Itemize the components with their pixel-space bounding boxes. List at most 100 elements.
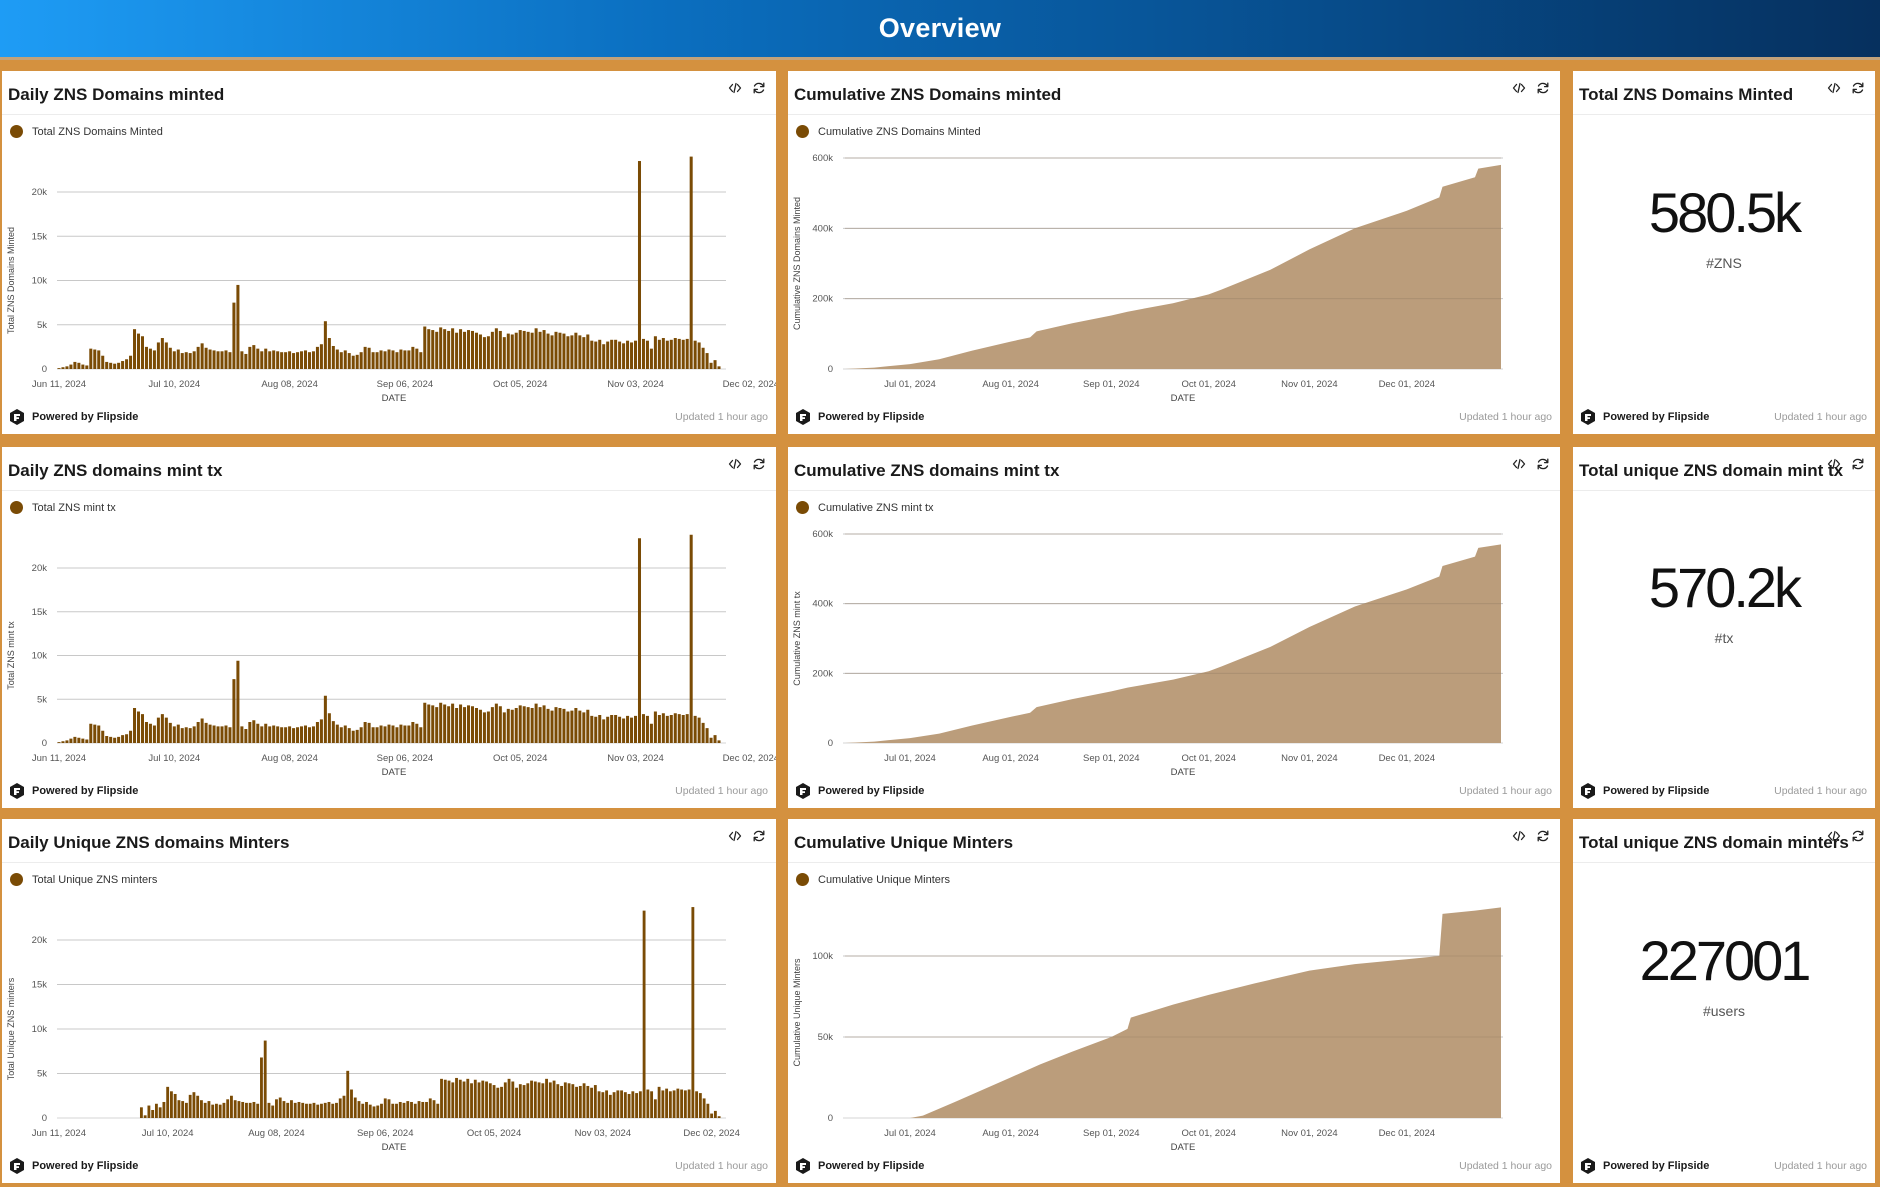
chart-legend[interactable]: Cumulative ZNS Domains Minted <box>796 125 981 138</box>
bar[interactable] <box>303 350 308 369</box>
bar[interactable] <box>645 715 649 743</box>
bar[interactable] <box>252 345 256 369</box>
bar[interactable] <box>597 1091 601 1118</box>
bar[interactable] <box>478 334 482 369</box>
bar[interactable] <box>665 1088 669 1118</box>
bar[interactable] <box>81 738 85 743</box>
bar[interactable] <box>593 1085 597 1118</box>
bar[interactable] <box>407 725 411 744</box>
bar[interactable] <box>486 711 490 744</box>
bar[interactable] <box>466 1078 470 1118</box>
bar[interactable] <box>308 1103 312 1118</box>
bar[interactable] <box>144 346 148 369</box>
bar[interactable] <box>695 1091 699 1118</box>
bar[interactable] <box>562 708 566 743</box>
bar[interactable] <box>200 718 204 744</box>
bar[interactable] <box>292 728 296 743</box>
bar[interactable] <box>510 334 514 369</box>
bar[interactable] <box>296 352 300 369</box>
bar[interactable] <box>168 347 172 369</box>
bar[interactable] <box>230 1095 233 1118</box>
bar[interactable] <box>605 1090 609 1118</box>
bar[interactable] <box>248 722 252 743</box>
bar[interactable] <box>693 340 697 369</box>
bar[interactable] <box>415 348 419 369</box>
bar[interactable] <box>222 1102 226 1118</box>
bar[interactable] <box>582 712 586 743</box>
bar[interactable] <box>359 352 363 369</box>
bar[interactable] <box>474 332 478 369</box>
bar[interactable] <box>156 342 160 369</box>
bar[interactable] <box>125 734 129 743</box>
bar[interactable] <box>220 726 224 743</box>
bar[interactable] <box>268 726 272 743</box>
bar[interactable] <box>665 340 669 369</box>
bar[interactable] <box>423 326 427 369</box>
powered-by-link[interactable]: Powered by Flipside <box>1579 782 1709 800</box>
refresh-icon[interactable] <box>752 457 766 471</box>
bar[interactable] <box>264 348 268 369</box>
bar[interactable] <box>395 727 399 743</box>
bar[interactable] <box>586 709 590 743</box>
bar[interactable] <box>693 715 697 743</box>
bar[interactable] <box>435 331 439 369</box>
bar[interactable] <box>305 1103 308 1118</box>
bar[interactable] <box>558 332 562 369</box>
bar[interactable] <box>260 726 264 743</box>
bar[interactable] <box>375 352 379 369</box>
bar[interactable] <box>530 708 534 743</box>
bar[interactable] <box>545 1078 548 1118</box>
bar[interactable] <box>347 353 351 369</box>
bar[interactable] <box>300 726 304 743</box>
bar[interactable] <box>490 331 494 369</box>
bar[interactable] <box>681 715 685 743</box>
bar[interactable] <box>252 720 256 743</box>
bar[interactable] <box>301 1102 305 1118</box>
bar[interactable] <box>196 346 200 369</box>
bar[interactable] <box>136 711 141 744</box>
bar[interactable] <box>276 351 280 369</box>
bar[interactable] <box>669 339 673 369</box>
bar[interactable] <box>125 359 129 369</box>
bar[interactable] <box>357 1101 361 1118</box>
bar[interactable] <box>614 715 618 743</box>
bar[interactable] <box>65 366 69 369</box>
bar[interactable] <box>459 329 463 369</box>
bar[interactable] <box>372 1106 376 1118</box>
bar[interactable] <box>129 355 133 369</box>
bar[interactable] <box>133 708 137 743</box>
bar[interactable] <box>563 1082 567 1118</box>
code-icon[interactable] <box>1827 829 1841 843</box>
bar[interactable] <box>653 1099 657 1118</box>
bar[interactable] <box>482 337 486 369</box>
bar[interactable] <box>93 349 97 369</box>
bar[interactable] <box>164 342 168 369</box>
bar[interactable] <box>451 328 455 369</box>
bar[interactable] <box>85 739 89 744</box>
bar[interactable] <box>216 726 220 743</box>
bar[interactable] <box>578 335 582 369</box>
bar[interactable] <box>252 1101 256 1118</box>
bar[interactable] <box>188 353 192 369</box>
bar[interactable] <box>154 1103 158 1118</box>
bar[interactable] <box>77 737 81 743</box>
bar[interactable] <box>97 725 101 744</box>
bar[interactable] <box>293 1102 297 1118</box>
bar[interactable] <box>192 726 196 743</box>
bar[interactable] <box>701 722 705 743</box>
bar[interactable] <box>635 1093 639 1118</box>
bar[interactable] <box>622 718 626 744</box>
bar[interactable] <box>164 717 168 743</box>
bar[interactable] <box>248 1102 252 1118</box>
bar[interactable] <box>169 1091 173 1118</box>
bar[interactable] <box>526 1083 530 1118</box>
bar[interactable] <box>649 723 653 743</box>
bar[interactable] <box>158 1107 162 1118</box>
bar[interactable] <box>184 727 188 743</box>
bar[interactable] <box>403 725 407 744</box>
bar[interactable] <box>284 352 288 369</box>
powered-by-link[interactable]: Powered by Flipside <box>1579 408 1709 426</box>
bar[interactable] <box>562 333 566 369</box>
bar[interactable] <box>300 351 304 369</box>
bar[interactable] <box>85 365 89 369</box>
